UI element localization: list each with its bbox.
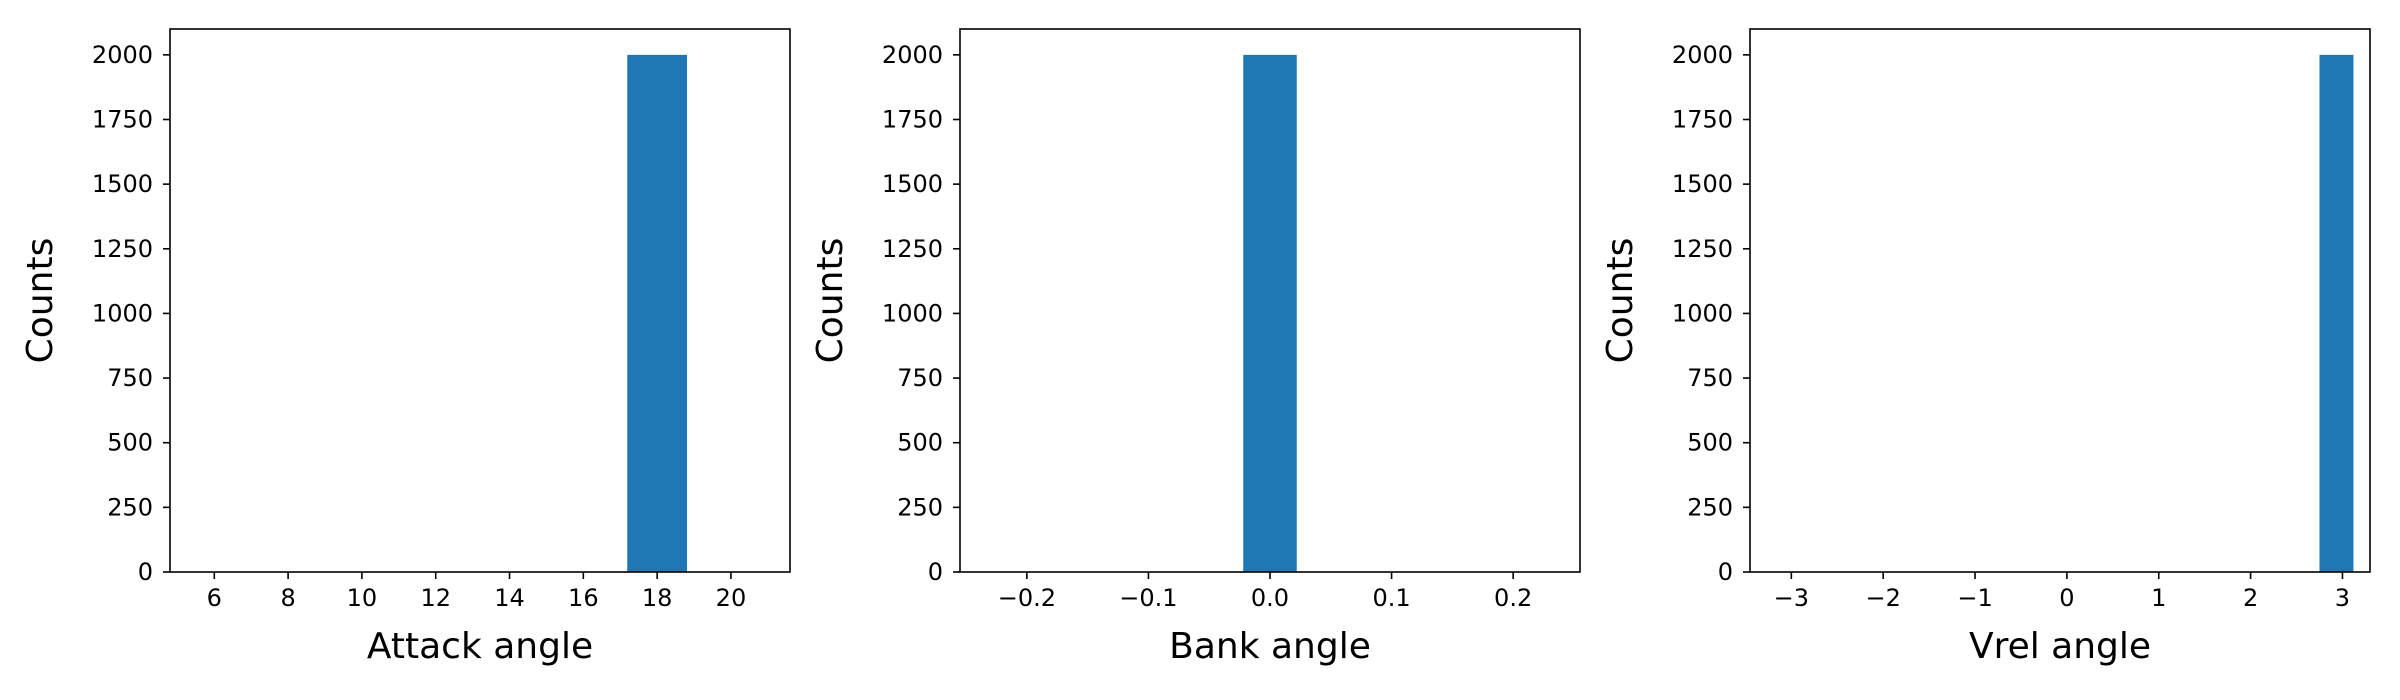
x-tick-label: 0.0 — [1251, 584, 1289, 612]
y-tick-label: 750 — [1687, 364, 1733, 392]
y-tick-label: 1250 — [92, 235, 153, 263]
y-tick-label: 750 — [107, 364, 153, 392]
chart-panel-2: −0.2 −0.1 0.0 0.1 0.2 0 250 500 750 1000 1250 1500 1… — [810, 28, 1581, 667]
y-tick-label: 0 — [1718, 558, 1733, 586]
y-tick-label: 750 — [897, 364, 943, 392]
x-tick-label: −3 — [1774, 584, 1809, 612]
x-tick-label: 10 — [347, 584, 378, 612]
y-tick-label: 500 — [1687, 429, 1733, 457]
histogram-bar — [1243, 54, 1297, 573]
y-tick-label: 1750 — [92, 106, 153, 134]
x-tick-label: 6 — [207, 584, 222, 612]
y-tick-label: 250 — [1687, 493, 1733, 521]
y-axis-label: Counts — [810, 238, 851, 364]
x-tick-label: 0 — [2059, 584, 2074, 612]
plot-frame — [169, 28, 791, 573]
y-tick-label: 1500 — [1672, 170, 1733, 198]
y-tick-label: 0 — [928, 558, 943, 586]
x-tick-label: 2 — [2243, 584, 2258, 612]
x-tick-label: 0.2 — [1494, 584, 1532, 612]
x-axis-label: Attack angle — [367, 626, 593, 667]
y-tick-label: 2000 — [92, 41, 153, 69]
y-tick-label: 1250 — [882, 235, 943, 263]
y-tick-label: 1750 — [882, 106, 943, 134]
y-tick-label: 250 — [107, 493, 153, 521]
chart-panel-3: −3 −2 −1 0 1 2 3 0 250 500 750 1000 1250 1500 1750 2000… — [1600, 28, 2371, 667]
x-tick-label: 12 — [420, 584, 451, 612]
x-tick-label: 14 — [494, 584, 525, 612]
y-tick-label: 1000 — [882, 299, 943, 327]
x-tick-label: −0.1 — [1119, 584, 1177, 612]
x-tick-label: 16 — [568, 584, 599, 612]
x-tick-label: 20 — [716, 584, 747, 612]
y-tick-label: 1000 — [1672, 299, 1733, 327]
y-tick-label: 0 — [138, 558, 153, 586]
chart-panel-1: 6 8 10 12 14 16 18 20 0 250 500 750 1000 1250 1500 1750… — [20, 28, 791, 667]
y-tick-label: 1500 — [92, 170, 153, 198]
y-tick-label: 500 — [897, 429, 943, 457]
x-tick-label: 1 — [2151, 584, 2166, 612]
x-axis-label: Bank angle — [1169, 626, 1371, 667]
y-tick-label: 2000 — [882, 41, 943, 69]
y-axis-label: Counts — [20, 238, 61, 364]
x-tick-label: 18 — [642, 584, 673, 612]
x-tick-label: 3 — [2335, 584, 2350, 612]
y-tick-label: 1250 — [1672, 235, 1733, 263]
y-tick-label: 2000 — [1672, 41, 1733, 69]
x-tick-label: −0.2 — [998, 584, 1056, 612]
x-tick-label: −2 — [1865, 584, 1900, 612]
x-axis-label: Vrel angle — [1969, 626, 2151, 667]
y-tick-label: 1500 — [882, 170, 943, 198]
y-tick-label: 250 — [897, 493, 943, 521]
y-tick-label: 1750 — [1672, 106, 1733, 134]
x-tick-label: 0.1 — [1372, 584, 1410, 612]
y-tick-label: 500 — [107, 429, 153, 457]
y-tick-label: 1000 — [92, 299, 153, 327]
histogram-bar — [627, 54, 688, 573]
plot-frame — [1749, 28, 2371, 573]
y-axis-label: Counts — [1600, 238, 1641, 364]
x-tick-label: 8 — [280, 584, 295, 612]
x-tick-label: −1 — [1957, 584, 1992, 612]
histogram-bar — [2319, 54, 2354, 573]
